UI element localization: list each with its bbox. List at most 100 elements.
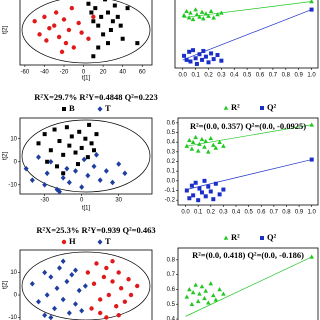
x-tick-label: 0.5 [243, 73, 252, 79]
point [48, 158, 54, 165]
x-tick-label: 0.8 [282, 73, 291, 79]
point [190, 139, 196, 144]
x-tick-label: 30 [115, 198, 122, 204]
point [69, 271, 75, 278]
point [91, 14, 96, 20]
point [71, 45, 76, 50]
point [48, 274, 54, 280]
y-tick-label: 0.5 [167, 302, 176, 308]
point [92, 148, 97, 153]
x-tick-label: 0 [82, 70, 86, 76]
regression-line [185, 124, 312, 147]
x-tick-label: 0.2 [204, 73, 213, 79]
point [85, 270, 91, 275]
point [125, 6, 130, 11]
point [201, 16, 206, 21]
point [67, 143, 72, 148]
point [118, 23, 123, 28]
point [116, 270, 121, 275]
y-tick-label: -10 [8, 315, 17, 320]
point [208, 189, 213, 194]
point [42, 14, 47, 20]
point [101, 274, 107, 280]
point [42, 312, 48, 319]
plot-frame [174, 0, 319, 69]
y-tick-label: -0.2 [165, 198, 176, 204]
point [69, 5, 75, 11]
x-tick-label: -40 [40, 70, 49, 76]
point [79, 30, 84, 35]
point [44, 292, 50, 298]
x-tick-label: -60 [21, 70, 30, 76]
point [106, 10, 110, 15]
point [66, 27, 72, 33]
point [217, 139, 222, 144]
point [194, 12, 200, 17]
point [211, 15, 216, 20]
point [86, 36, 91, 41]
point [122, 170, 128, 177]
x-tick-label: 60 [139, 70, 146, 76]
point [29, 177, 35, 183]
point [53, 10, 59, 15]
legend-label: R² [231, 232, 240, 242]
y-axis-label: t[2] [3, 152, 9, 161]
point [184, 57, 189, 62]
y-tick-label: 0.8 [167, 257, 176, 263]
x-tick-label: 0.1 [191, 73, 200, 79]
point [221, 291, 226, 296]
y-tick-label: 0.1 [167, 169, 176, 175]
x-tick-label: 0.0 [179, 73, 188, 79]
point [36, 141, 41, 146]
point [73, 267, 79, 274]
y-tick-label: 0.5 [167, 130, 176, 136]
point [116, 161, 122, 167]
point [97, 310, 103, 316]
x-tick-label: -20 [60, 70, 69, 76]
confidence-ellipse [21, 251, 151, 320]
y-tick-label: 0.4 [167, 140, 176, 146]
x-tick-label: 0.3 [219, 210, 228, 216]
legend-label: T [105, 236, 111, 246]
point [57, 139, 62, 144]
point [79, 184, 85, 190]
point [128, 292, 134, 298]
point [44, 38, 49, 43]
point [114, 304, 119, 309]
x-tick-label: 40 [119, 70, 126, 76]
point [66, 310, 72, 316]
legend-marker [62, 107, 66, 111]
point [120, 36, 125, 41]
point [73, 301, 79, 307]
point [116, 313, 121, 318]
point [184, 143, 190, 148]
point [89, 10, 94, 15]
point [203, 194, 208, 199]
point [195, 298, 201, 304]
point [184, 294, 190, 299]
point [203, 138, 209, 143]
point [60, 258, 66, 265]
point [48, 314, 54, 320]
y-tick-label: 0 [14, 159, 18, 165]
point [96, 45, 101, 50]
point [106, 292, 112, 298]
point [101, 32, 106, 37]
point [63, 40, 69, 46]
annotation: R²=(0.0, 0.418) Q²=(0.0, -0.186) [192, 250, 304, 260]
x-tick-label: 0.5 [244, 210, 253, 216]
x-tick-label: 0.6 [256, 73, 265, 79]
point [45, 159, 50, 164]
point [211, 57, 216, 62]
legend-marker [97, 106, 103, 112]
x-axis-label: t[1] [82, 206, 91, 212]
point [91, 54, 96, 59]
y-tick-label: 10 [10, 136, 17, 142]
x-tick-label: 0.4 [232, 210, 241, 216]
point [66, 179, 72, 186]
y-axis-label: t[2] [3, 26, 9, 35]
point [61, 152, 66, 157]
point [56, 188, 62, 194]
